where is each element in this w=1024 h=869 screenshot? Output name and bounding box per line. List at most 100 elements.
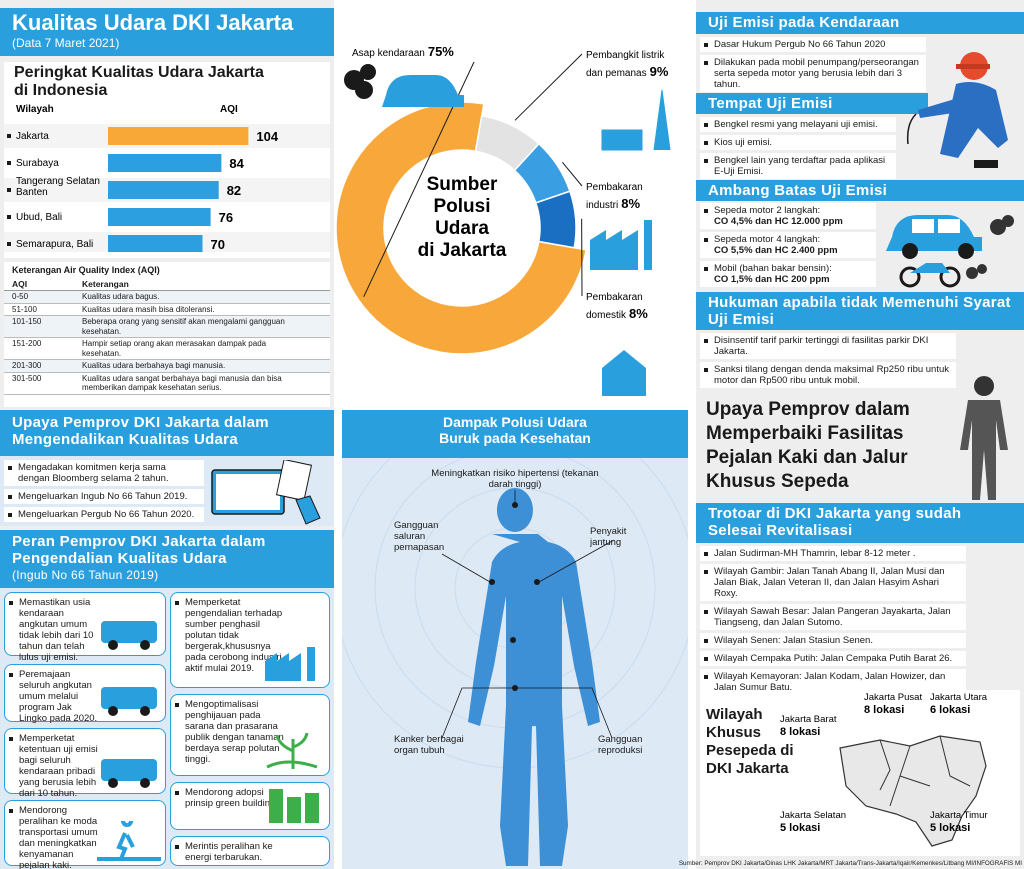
list-item: Dasar Hukum Pergub No 66 Tahun 2020 [700, 37, 926, 52]
emission-list: Dasar Hukum Pergub No 66 Tahun 2020 Dilak… [700, 37, 926, 95]
value-label: 82 [227, 183, 241, 198]
efforts-panel: Upaya Pemprov DKI Jakarta dalam Mengenda… [0, 410, 334, 526]
roles-header: Peran Pemprov DKI Jakarta dalam Pengenda… [0, 530, 334, 588]
role-text: Mendorong adopsi prinsip green building. [185, 787, 278, 809]
source-name: Pembakaran industri [586, 182, 643, 211]
health-label: Kanker berbagai organ tubuh [394, 734, 464, 756]
role-box: Peremajaan seluruh angkutan umum melalui… [4, 664, 166, 724]
role-box: Memastikan usia kendaraan angkutan umum … [4, 592, 166, 663]
role-text: Memperketat pengendalian terhadap sumber… [185, 597, 283, 674]
role-text: Peremajaan seluruh angkutan umum melalui… [19, 669, 98, 724]
leader-line [514, 53, 583, 121]
bullet [7, 242, 11, 246]
region-name: Jakarta Barat [780, 714, 837, 725]
list-item: Wilayah Sawah Besar: Jalan Pangeran Jaya… [700, 604, 966, 630]
source-name: Asap kendaraan [352, 48, 425, 59]
threshold-value: CO 4,5% dan HC 12.000 ppm [714, 216, 843, 227]
health-title: Dampak Polusi Udara Buruk pada Kesehatan [342, 410, 688, 458]
list-item: Sanksi tilang dengan denda maksimal Rp25… [700, 362, 956, 388]
role-text: Merintis peralihan ke energi terbarukan. [185, 841, 273, 863]
legend-row: 0-50 Kualitas udara bagus. [4, 291, 330, 304]
bar [108, 235, 203, 252]
category-line: Banten [16, 187, 48, 198]
bar [108, 181, 219, 199]
thresholds-title: Ambang Batas Uji Emisi [696, 180, 1024, 201]
source-name-line: dan pemanas [586, 68, 647, 79]
right-column: Uji Emisi pada Kendaraan Dasar Hukum Per… [696, 0, 1024, 869]
region-count: 8 lokasi [780, 726, 820, 738]
list-item: Kios uji emisi. [700, 135, 896, 150]
smoke [355, 81, 373, 99]
source-name-line: Pembakaran [586, 182, 643, 193]
bullet [7, 215, 11, 219]
health-label: Gangguan reproduksi [598, 734, 643, 756]
role-icon [269, 789, 319, 823]
category-line: Tangerang Selatan [16, 176, 100, 187]
left-column: Kualitas Udara DKI Jakarta (Data 7 Maret… [0, 0, 334, 869]
list-item: Dilakukan pada mobil penumpang/perseoran… [700, 55, 926, 92]
legend-row: 301-500 Kualitas udara sangat berbahaya b… [4, 372, 330, 395]
organ-dot [510, 637, 516, 643]
donut-hole [386, 152, 538, 304]
role-icon [101, 759, 157, 788]
legend-cell: 301-500 [12, 373, 42, 383]
organ-dot [489, 579, 495, 585]
role-icon [97, 821, 161, 861]
category-label: Ubud, Bali [16, 212, 62, 223]
health-label: Penyakit jantung [590, 526, 627, 548]
locations-title: Tempat Uji Emisi [696, 93, 928, 114]
value-label: 104 [256, 129, 278, 144]
legend-row: 101-150 Beberapa orang yang sensitif akan… [4, 316, 330, 338]
middle-column: Sumber Polusi Udara di Jakarta Asap kendaraa… [334, 0, 696, 869]
icon-shape [97, 821, 161, 861]
efforts-title: Upaya Pemprov DKI Jakarta dalam Mengenda… [0, 410, 334, 456]
source-name: Pembangkit listrik dan pemanas [586, 50, 665, 79]
donut-title: Sumber Polusi Udara di Jakarta [418, 174, 507, 261]
source-label: Pembakaran domestik 8% [586, 292, 648, 321]
organ-dot [534, 579, 540, 585]
roles-subtitle: (Ingub No 66 Tahun 2019) [12, 568, 159, 582]
thresholds-list: Sepeda motor 2 langkah: CO 4,5% dan HC 12… [700, 203, 876, 290]
icon-shape [101, 687, 157, 709]
source-name-line: domestik [586, 310, 627, 321]
locations-list: Bengkel resmi yang melayani uji emisi. Ki… [700, 117, 896, 182]
aqi-legend: Keterangan Air Quality Index (AQI) AQI Ket… [4, 262, 330, 407]
role-icon [265, 647, 315, 681]
legend-row: 151-200 Hampir setiap orang akan merasaka… [4, 338, 330, 360]
organ-dot [512, 685, 518, 691]
source-name: Pembakaran domestik [586, 292, 643, 321]
role-box: Merintis peralihan ke energi terbarukan. [170, 836, 330, 866]
bike-panel: Wilayah Khusus Pesepeda di DKI Jakarta J… [700, 690, 1020, 856]
threshold-item: Mobil (bahan bakar bensin): CO 1,5% dan H… [700, 261, 876, 287]
threshold-value: CO 5,5% dan HC 2.400 ppm [714, 245, 838, 256]
list-item: Wilayah Gambir: Jalan Tanah Abang II, Ja… [700, 564, 966, 601]
donut-chart: Sumber Polusi Udara di Jakarta Asap kendaraa… [335, 44, 671, 396]
icon-shape [108, 778, 118, 788]
threshold-label: Mobil (bahan bakar bensin): [714, 263, 832, 274]
region-count: 5 lokasi [780, 822, 820, 834]
role-text: Mengoptimalisasi penghijauan pada sarana… [185, 699, 284, 765]
role-text: Memastikan usia kendaraan angkutan umum … [19, 597, 94, 663]
organ-dot [512, 502, 518, 508]
source-value: 9% [650, 64, 669, 79]
health-label-box: Penyakit jantung [590, 526, 627, 548]
column-header: Wilayah [16, 104, 54, 115]
health-label: Gangguan saluran pernapasan [394, 520, 445, 553]
icon-shape [140, 706, 150, 716]
icon-shape [140, 640, 150, 650]
region-name: Jakarta Timur [930, 810, 988, 821]
icon-shape [266, 732, 318, 769]
house-icon [602, 350, 646, 396]
role-box: Memperketat ketentuan uji emisi bagi sel… [4, 728, 166, 799]
legend-head: AQI [12, 279, 28, 289]
legend-title: Keterangan Air Quality Index (AQI) [12, 265, 160, 275]
leader-line [441, 553, 491, 583]
factory-icon [601, 89, 671, 151]
column-header: AQI [220, 104, 238, 115]
leader-line [562, 161, 583, 187]
leader-line [441, 687, 513, 739]
bar [108, 127, 249, 145]
region-name: Jakarta Selatan [780, 810, 846, 821]
efforts-list: Mengadakan komitmen kerja sama dengan Bl… [4, 460, 204, 525]
